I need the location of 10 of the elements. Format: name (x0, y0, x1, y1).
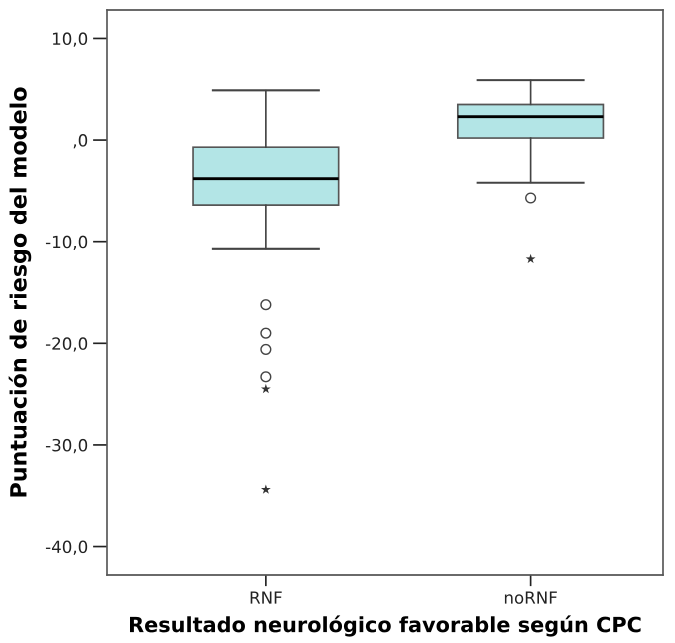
y-tick-label: -40,0 (46, 540, 88, 555)
y-tick-label: -10,0 (46, 236, 88, 250)
x-tick-label: noRNF (504, 591, 557, 604)
x-tick-label: RNF (250, 591, 282, 604)
y-tick-label: -30,0 (46, 438, 88, 454)
y-tick-label: -20,0 (46, 337, 88, 352)
x-axis-title: Resultado neurológico favorable según CPC (130, 615, 641, 637)
y-tick-label: 10,0 (52, 32, 88, 47)
y-tick-label: ,0 (74, 134, 88, 148)
y-axis-title: Puntuación de riesgo del modelo (8, 87, 32, 497)
